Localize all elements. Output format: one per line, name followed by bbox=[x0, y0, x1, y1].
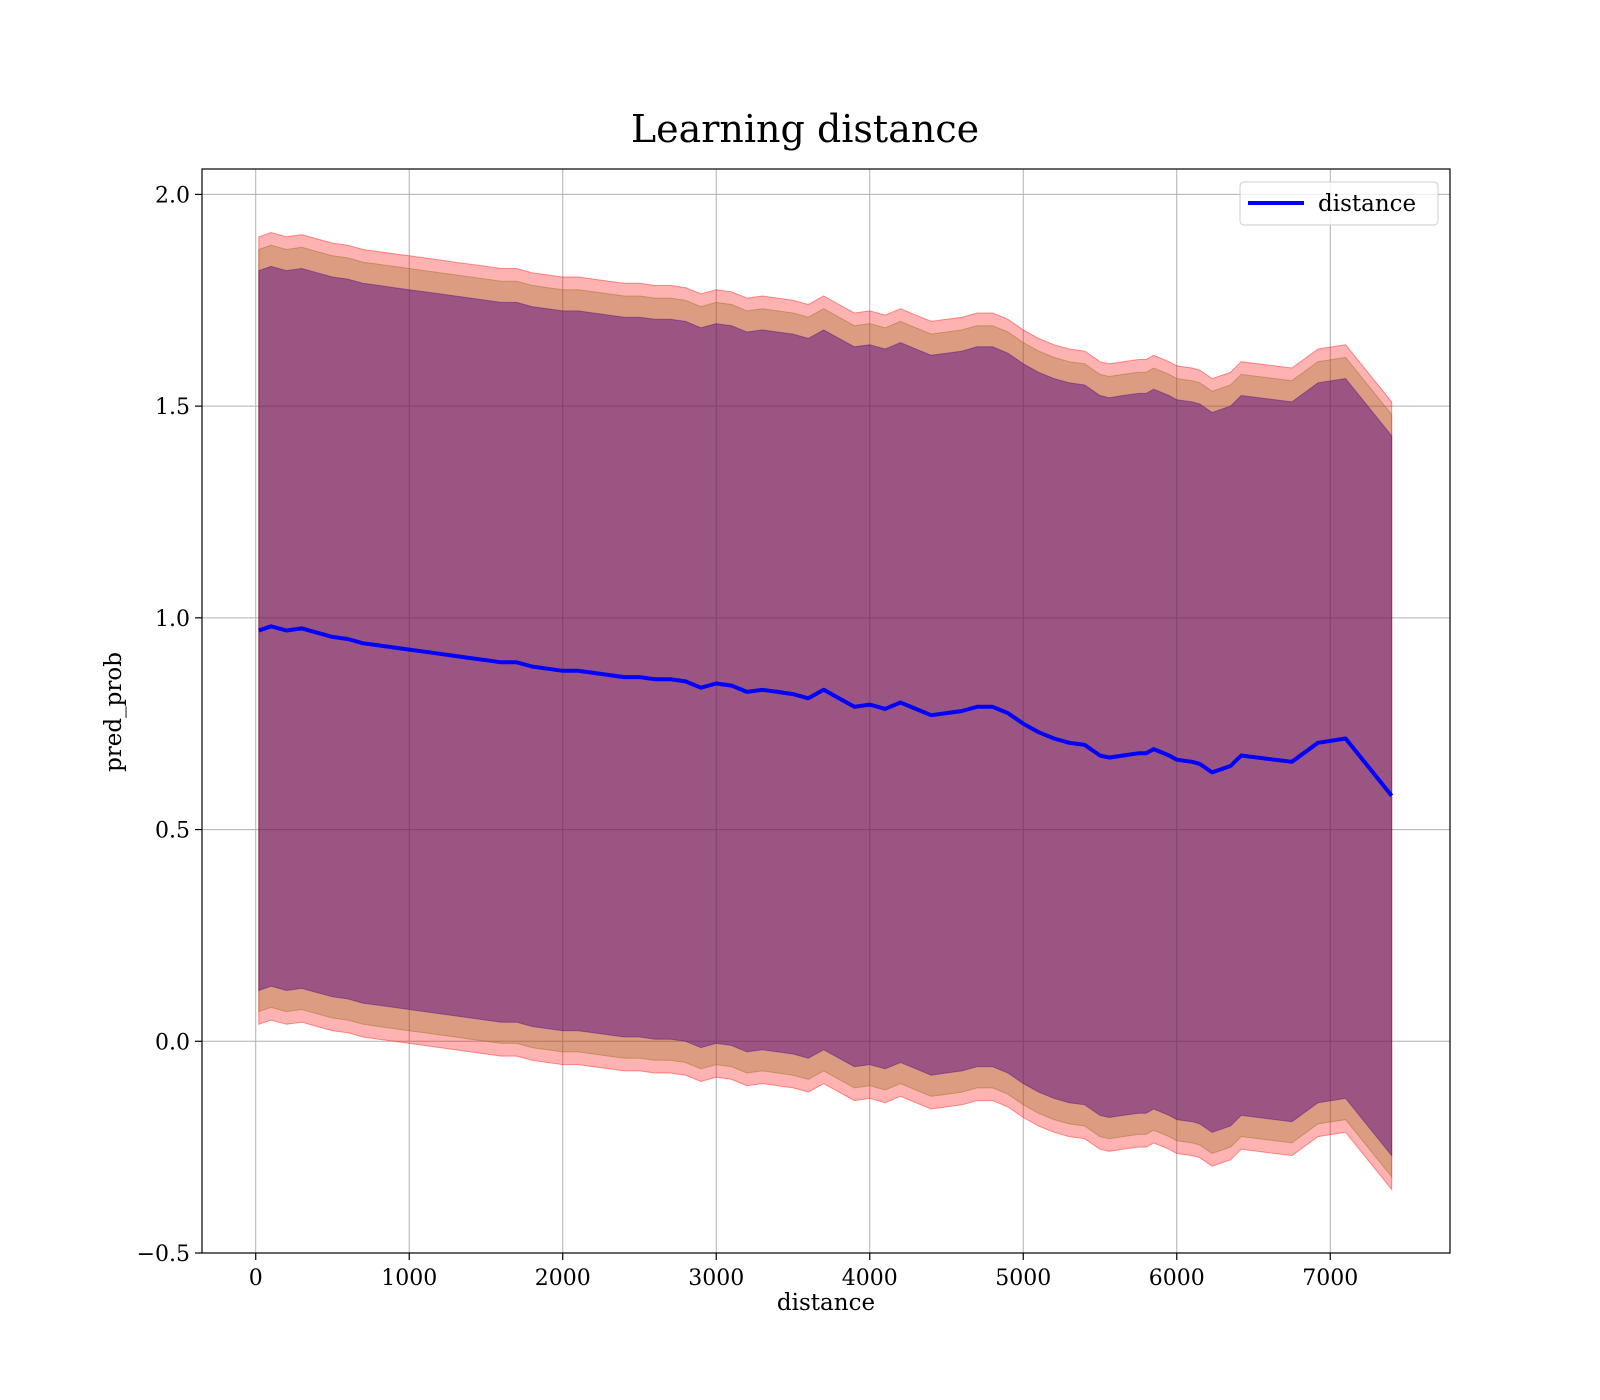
y-tick-label: 1.0 bbox=[155, 607, 190, 632]
x-tick-label: 2000 bbox=[535, 1266, 591, 1291]
band-outer bbox=[258, 231, 1393, 1191]
confidence-bands bbox=[258, 231, 1393, 1191]
band-inner bbox=[258, 265, 1393, 1158]
y-axis-label: pred_prob bbox=[101, 652, 127, 772]
series-lines bbox=[258, 624, 1394, 797]
x-axis-ticks: 0 1000 2000 3000 4000 5000 6000 7000 bbox=[249, 1253, 1358, 1291]
legend: distance bbox=[1239, 181, 1439, 226]
legend-box bbox=[1239, 181, 1439, 226]
y-axis-ticks: −0.5 0.0 0.5 1.0 1.5 2.0 bbox=[137, 183, 202, 1267]
x-tick-label: 4000 bbox=[842, 1266, 898, 1291]
x-tick-label: 5000 bbox=[995, 1266, 1051, 1291]
y-tick-label: −0.5 bbox=[137, 1242, 190, 1267]
x-tick-label: 3000 bbox=[688, 1266, 744, 1291]
y-tick-label: 0.5 bbox=[155, 819, 190, 844]
chart-title: Learning distance bbox=[631, 107, 979, 151]
y-tick-label: 2.0 bbox=[155, 183, 190, 208]
x-tick-label: 6000 bbox=[1149, 1266, 1205, 1291]
y-tick-label: 0.0 bbox=[155, 1030, 190, 1055]
band-middle bbox=[258, 244, 1393, 1179]
x-tick-label: 1000 bbox=[381, 1266, 437, 1291]
plot-frame bbox=[201, 168, 1451, 1254]
x-tick-label: 0 bbox=[249, 1266, 263, 1291]
y-tick-label: 1.5 bbox=[155, 395, 190, 420]
x-axis-label: distance bbox=[777, 1290, 875, 1316]
legend-entry-distance: distance bbox=[1318, 191, 1416, 217]
series-line-distance bbox=[258, 624, 1394, 797]
x-tick-label: 7000 bbox=[1302, 1266, 1358, 1291]
